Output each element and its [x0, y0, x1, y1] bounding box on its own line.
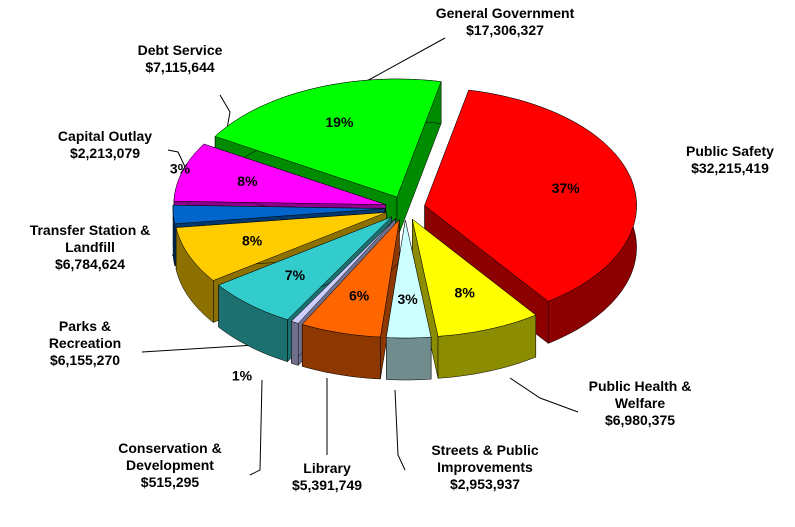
category-name: Conservation & Development — [118, 440, 222, 473]
category-name: Capital Outlay — [57, 128, 153, 144]
slice — [214, 78, 442, 198]
category-name: Debt Service — [137, 42, 223, 58]
slice-label: Transfer Station & Landfill $6,784,624 — [5, 222, 175, 273]
category-name: Public Safety — [686, 143, 774, 159]
percent-label: 8% — [455, 285, 476, 301]
value-label: $515,295 — [140, 474, 200, 490]
leader-line — [141, 344, 256, 353]
slice — [424, 89, 637, 302]
slice — [175, 212, 387, 281]
slice-label: Debt Service $7,115,644 — [105, 42, 255, 76]
slice-group — [411, 218, 537, 379]
value-label: $32,215,419 — [691, 160, 769, 176]
category-name: Library — [303, 460, 351, 476]
value-label: $2,213,079 — [69, 145, 141, 161]
value-label: $2,953,937 — [449, 476, 521, 492]
slice-group — [301, 218, 400, 380]
percent-label: 3% — [397, 291, 418, 307]
pie — [172, 78, 637, 381]
value-label: $6,980,375 — [604, 412, 676, 428]
slice-label: Public Safety $32,215,419 — [670, 143, 790, 177]
percent-label: 8% — [242, 232, 263, 248]
category-name: General Government — [435, 5, 575, 21]
leader-line — [249, 379, 263, 476]
leader-lines — [141, 37, 579, 476]
slice — [301, 218, 400, 338]
leader-line — [364, 37, 446, 83]
category-name: Parks & Recreation — [48, 318, 122, 351]
slice-label: Conservation & Development $515,295 — [90, 440, 250, 491]
category-name: Transfer Station & Landfill — [29, 222, 151, 255]
percent-label: 19% — [325, 114, 354, 130]
slice-label: Streets & Public Improvements $2,953,937 — [400, 442, 570, 493]
slice-wall — [386, 336, 432, 381]
leader-line — [394, 389, 406, 471]
value-label: $5,391,749 — [291, 477, 363, 493]
slice-wall — [291, 320, 299, 366]
value-label: $6,784,624 — [54, 256, 126, 272]
value-label: $17,306,327 — [466, 22, 544, 38]
slice — [218, 216, 392, 320]
slice-label: Capital Outlay $2,213,079 — [30, 128, 180, 162]
value-label: $7,115,644 — [145, 59, 215, 75]
percent-label: 37% — [552, 180, 581, 196]
category-name: Public Health & Welfare — [588, 378, 692, 411]
percent-label: 6% — [349, 287, 370, 303]
slice — [172, 204, 386, 225]
slice-label: General Government $17,306,327 — [435, 5, 575, 39]
percent-label: 1% — [232, 368, 253, 384]
slice — [290, 218, 396, 324]
percent-label: 3% — [170, 161, 191, 177]
value-label: $6,155,270 — [49, 352, 121, 368]
percent-label: 8% — [237, 173, 258, 189]
percent-label: 7% — [285, 267, 306, 283]
slice — [173, 143, 386, 205]
slice-label: Library $5,391,749 — [267, 460, 387, 494]
category-name: Streets & Public Improvements — [431, 442, 539, 475]
slice-group — [386, 219, 432, 381]
slice — [386, 219, 432, 339]
slice-label: Parks & Recreation $6,155,270 — [25, 318, 145, 369]
leader-line — [509, 377, 579, 413]
slice — [411, 218, 537, 337]
slice-label: Public Health & Welfare $6,980,375 — [570, 378, 710, 429]
